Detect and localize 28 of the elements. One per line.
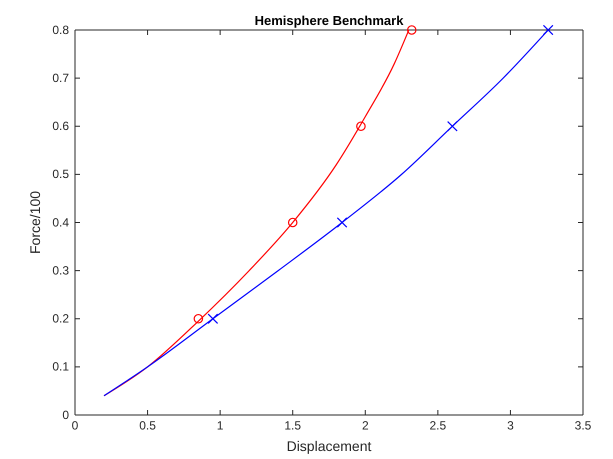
y-tick-label: 0.4: [52, 215, 70, 230]
point: [288, 218, 298, 228]
x-tick-label: 2.5: [430, 418, 447, 433]
point: [356, 121, 366, 132]
point: [447, 120, 458, 132]
x-tick-label: 2: [362, 418, 369, 433]
point: [406, 25, 417, 35]
y-tick-label: 0.1: [52, 360, 70, 374]
y-tick-label: 0.7: [52, 70, 70, 85]
y-tick-label: 0.8: [52, 22, 70, 37]
x-tick-label: 0: [72, 418, 79, 433]
x-tick-label: 3.5: [574, 418, 592, 433]
y-tick-label: 0.6: [52, 119, 70, 134]
x-tick-label: 1.5: [284, 418, 302, 433]
x-tick-label: 3: [507, 418, 514, 433]
x-axis-title: Displacement: [286, 438, 372, 454]
point: [208, 313, 218, 324]
point: [336, 217, 348, 228]
x-tick-label: 1: [216, 418, 224, 433]
y-tick-label: 0.2: [52, 312, 70, 326]
point: [194, 314, 204, 324]
y-tick-label: 0.5: [52, 167, 70, 182]
point: [542, 24, 554, 36]
y-tick-label: 0.3: [52, 263, 70, 278]
y-axis-title: Force/100: [27, 190, 43, 254]
chart-title: Hemisphere Benchmark: [254, 13, 404, 28]
y-tick-label: 0: [62, 408, 70, 422]
x-tick-label: 0.5: [139, 418, 156, 433]
